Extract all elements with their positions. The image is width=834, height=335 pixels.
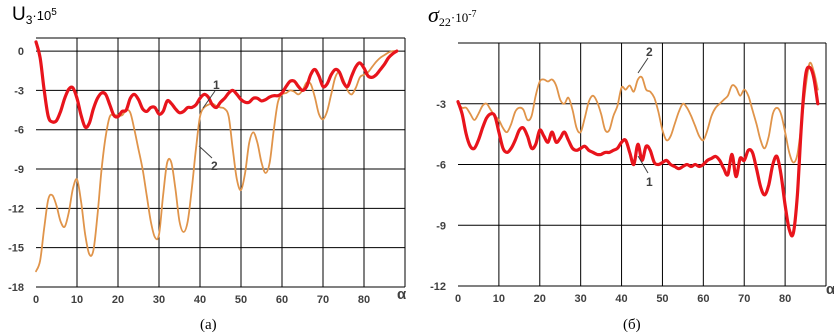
y-axis-label-a: U3·105 <box>12 4 57 27</box>
leader-line-b1 <box>637 155 649 174</box>
x-tick-label: 50 <box>235 294 247 306</box>
chart-b-series-line-2 <box>457 61 819 164</box>
series-a <box>34 40 399 273</box>
ticks-a: 0 10 20 30 40 50 60 70 80 0 -3 -6 -9 -12 -15 -18 <box>8 46 370 306</box>
leader-line-b2 <box>637 57 649 74</box>
chart-a-series-line-1 <box>34 40 399 130</box>
x-tick-label: 30 <box>153 294 165 306</box>
chart-b-series-line-1 <box>456 65 820 238</box>
x-tick-label: 60 <box>276 294 288 306</box>
leader-line-a1 <box>202 90 216 109</box>
y-tick-label: -3 <box>14 85 24 97</box>
x-tick-label: 20 <box>112 294 124 306</box>
series-b <box>456 61 820 238</box>
caption-a: (а) <box>200 317 217 333</box>
curve-label-b1: 1 <box>646 175 653 189</box>
chart-panel-b: 0 10 20 30 40 50 60 70 80 -3 -6 -9 -12 σ22·10-7 α (б… <box>428 2 834 333</box>
x-tick-label: 10 <box>493 293 505 305</box>
y-axis-label-b: σ22·10-7 <box>428 2 477 29</box>
leader-line-a2 <box>198 145 213 159</box>
x-tick-label: 0 <box>455 293 461 305</box>
y-tick-label: -18 <box>8 282 24 294</box>
x-tick-label: 10 <box>71 294 83 306</box>
x-tick-label: 80 <box>779 293 791 305</box>
x-tick-label: 50 <box>656 293 668 305</box>
caption-b: (б) <box>623 317 641 333</box>
curve-label-b2: 2 <box>646 45 653 59</box>
y-tick-label: -9 <box>14 164 24 176</box>
x-tick-label: 80 <box>358 294 370 306</box>
y-tick-label: 0 <box>18 46 24 58</box>
curve-label-a1: 1 <box>213 78 220 92</box>
x-tick-label: 70 <box>317 294 329 306</box>
ticks-b: 0 10 20 30 40 50 60 70 80 -3 -6 -9 -12 <box>430 99 791 305</box>
x-tick-label: 30 <box>575 293 587 305</box>
x-tick-label: 60 <box>697 293 709 305</box>
y-tick-label: -12 <box>430 281 446 293</box>
x-axis-label-b: α <box>826 281 834 298</box>
x-tick-label: 0 <box>33 294 39 306</box>
grid-b <box>458 42 827 287</box>
y-tick-label: -15 <box>8 243 24 255</box>
x-axis-label-a: α <box>397 286 407 303</box>
x-tick-label: 40 <box>194 294 206 306</box>
curve-label-a2: 2 <box>211 159 218 173</box>
grid-a <box>36 37 406 288</box>
x-tick-label: 20 <box>534 293 546 305</box>
y-tick-label: -9 <box>436 220 446 232</box>
x-tick-label: 70 <box>738 293 750 305</box>
y-tick-label: -6 <box>436 160 446 172</box>
y-tick-label: -12 <box>8 203 24 215</box>
y-tick-label: -3 <box>436 99 446 111</box>
x-tick-label: 40 <box>615 293 627 305</box>
y-tick-label: -6 <box>14 125 24 137</box>
chart-panel-a: 0 10 20 30 40 50 60 70 80 0 -3 -6 -9 -12 -15 -18 U3·105… <box>8 4 407 333</box>
